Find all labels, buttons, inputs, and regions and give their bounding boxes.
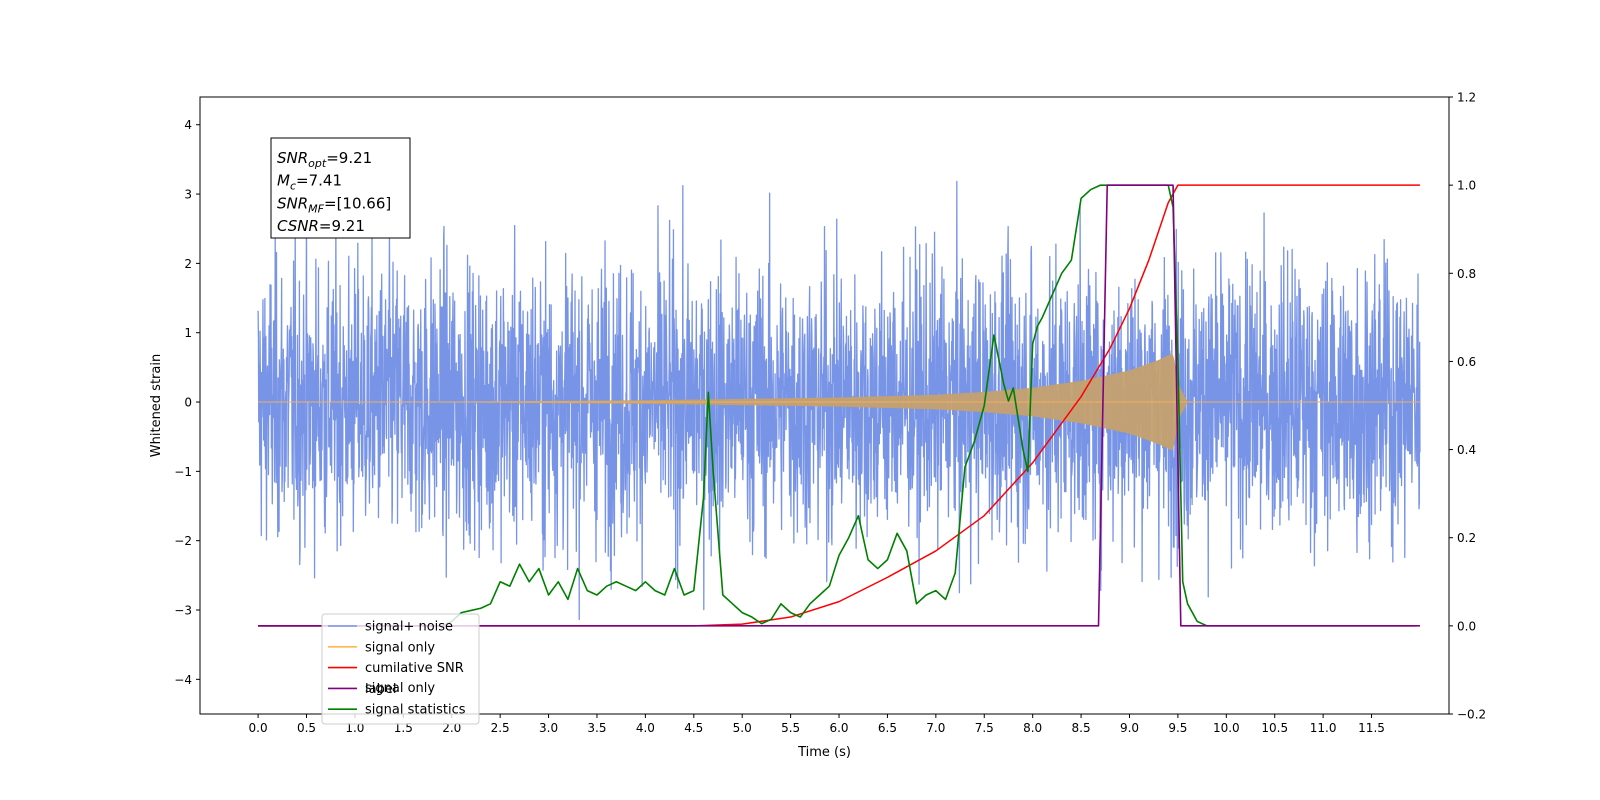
series-signal-plus-noise [257,180,1421,621]
x-tick-label: 7.0 [926,721,945,735]
y2-tick-label: 1.2 [1457,91,1476,105]
legend-label: signal only [365,640,435,655]
y-tick-label: −2 [174,534,192,548]
legend-label: signal statistics [365,703,466,718]
y2-tick-label: 1.0 [1457,179,1476,193]
x-tick-label: 8.0 [1023,721,1042,735]
legend: signal only signal+ noise signal only cumil… [321,613,480,725]
annotation-line: SNRMF=[10.66] [277,194,391,215]
x-tick-label: 0.0 [249,721,268,735]
x-tick-label: 10.0 [1213,721,1240,735]
y2-tick-label: −0.2 [1457,708,1486,722]
x-tick-label: 3.5 [587,721,606,735]
y2-tick-label: 0.8 [1457,267,1476,281]
series-label [258,184,1420,627]
x-axis-label: Time (s) [797,745,851,760]
x-tick-label: 5.0 [733,721,752,735]
x-tick-label: 8.5 [1072,721,1091,735]
legend-label: label [365,682,396,697]
x-tick-label: 6.0 [829,721,848,735]
y-axis-label: Whitened strain [149,354,164,457]
series-cumulative-snr [258,184,1420,627]
legend-background-text: signal only [365,681,435,696]
y2-tick-label: 0.4 [1457,443,1476,457]
y-tick-label: 0 [184,396,192,410]
y-tick-label: 4 [184,118,192,132]
annotation-line: SNRopt=9.21 [277,149,372,170]
x-tick-label: 3.0 [539,721,558,735]
x-tick-label: 5.5 [781,721,800,735]
x-tick-label: 4.0 [636,721,655,735]
y-tick-label: 3 [184,188,192,202]
y-tick-label: 2 [184,257,192,271]
legend-label: signal+ noise [365,620,453,635]
annotation-line: Mc=7.41 [277,172,342,193]
x-axis: 0.0 0.5 1.0 1.5 2.0 2.5 3.0 3.5 4.0 4.5 5.0 5.5 6.0 6… [249,714,1385,735]
legend-frame [321,613,480,725]
y2-tick-label: 0.0 [1457,619,1476,633]
x-tick-label: 9.0 [1120,721,1139,735]
y2-tick-label: 0.6 [1457,355,1476,369]
legend-label: cumilative SNR [365,661,464,676]
x-tick-label: 10.5 [1261,721,1288,735]
series-signal-statistics [258,184,1416,627]
x-tick-label: 11.0 [1310,721,1337,735]
annotation-line: CSNR=9.21 [277,217,365,235]
x-tick-label: 2.5 [491,721,510,735]
x-tick-label: 7.5 [975,721,994,735]
annotation-frame [270,137,411,239]
x-tick-label: 0.5 [297,721,316,735]
y-tick-label: −1 [174,465,192,479]
y-axis-right: 1.2 1.0 0.8 0.6 0.4 0.2 0.0 −0.2 [1449,91,1486,722]
series-layer [257,180,1421,627]
x-tick-label: 11.5 [1358,721,1385,735]
x-tick-label: 4.5 [684,721,703,735]
x-tick-label: 9.5 [1168,721,1187,735]
plot-frame [199,96,1450,715]
y-tick-label: 1 [184,326,192,340]
y-tick-label: −3 [174,604,192,618]
y-tick-label: −4 [174,673,192,687]
y-axis-left: 4 3 2 1 0 −1 −2 −3 −4 [174,118,200,687]
y2-tick-label: 0.2 [1457,531,1476,545]
x-tick-label: 6.5 [878,721,897,735]
